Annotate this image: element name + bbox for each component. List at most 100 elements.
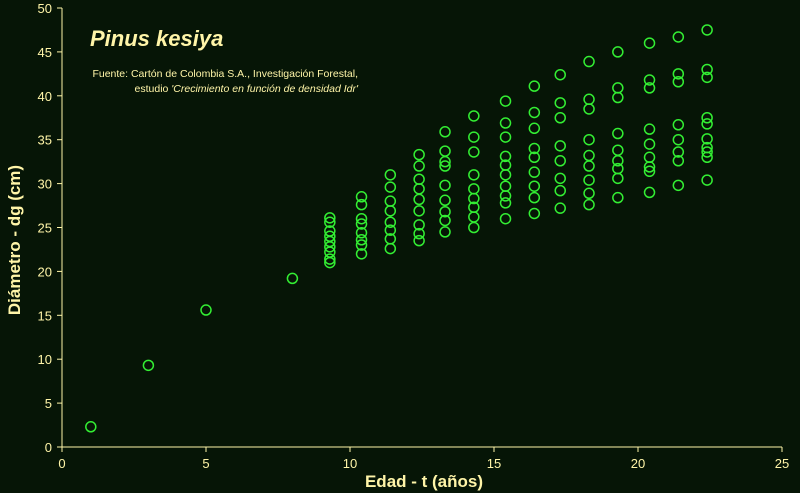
data-point (643, 186, 656, 199)
data-point (643, 37, 656, 49)
data-point (468, 183, 480, 195)
data-point (528, 191, 541, 204)
y-tick-label: 20 (38, 264, 52, 279)
data-point (499, 169, 512, 181)
data-point (324, 253, 336, 265)
y-tick-label: 25 (38, 221, 52, 236)
data-point (701, 63, 713, 76)
source-line-2-italic: 'Crecimiento en función de densidad Idr' (171, 83, 359, 95)
data-point (499, 95, 512, 107)
x-tick-label: 25 (775, 456, 789, 471)
data-point (324, 212, 336, 224)
data-point (499, 190, 512, 202)
data-point (439, 179, 451, 192)
data-point (355, 239, 368, 251)
data-point (439, 205, 451, 218)
data-point (643, 161, 656, 173)
data-point (413, 219, 425, 231)
data-point (612, 91, 624, 104)
data-point (701, 112, 713, 124)
data-point (468, 192, 480, 205)
y-tick-label: 45 (38, 45, 52, 60)
data-points (85, 24, 713, 433)
x-tick-label: 15 (487, 456, 501, 471)
data-point (439, 194, 451, 207)
data-point (583, 198, 595, 211)
data-point (701, 24, 713, 36)
data-point (384, 181, 397, 193)
data-point (643, 123, 656, 135)
data-point (468, 131, 480, 143)
y-tick-label: 35 (38, 133, 52, 148)
data-point (468, 169, 480, 181)
data-point (355, 218, 368, 230)
y-tick-label: 30 (38, 177, 52, 192)
data-point (612, 82, 624, 94)
data-point (643, 74, 656, 86)
data-point (324, 256, 336, 269)
data-point (142, 359, 155, 372)
data-point (413, 227, 425, 240)
x-tick-label: 10 (343, 456, 357, 471)
data-point (583, 149, 595, 162)
data-point (439, 226, 451, 238)
data-point (528, 207, 541, 220)
data-point (355, 212, 368, 225)
data-point (612, 46, 624, 58)
data-point (286, 272, 299, 285)
y-tick-label: 10 (38, 352, 52, 367)
data-point (384, 205, 397, 217)
data-point (643, 82, 656, 94)
source-line-1: Fuente: Cartón de Colombia S.A., Investi… (92, 68, 358, 80)
data-point (439, 126, 451, 138)
data-point (672, 119, 685, 131)
data-point (439, 155, 451, 168)
data-point (499, 212, 512, 225)
data-point (701, 71, 713, 84)
data-point (583, 133, 595, 146)
data-point (583, 160, 595, 172)
data-point (612, 155, 624, 167)
data-point (499, 131, 512, 143)
source-line-2: estudio 'Crecimiento en función de densi… (135, 83, 359, 95)
data-point (554, 202, 566, 214)
chart-title: Pinus kesiya (90, 26, 223, 51)
y-tick-label: 5 (45, 396, 52, 411)
x-tick-label: 0 (58, 456, 65, 471)
data-point (672, 146, 685, 158)
data-point (355, 234, 368, 246)
data-point (612, 191, 624, 204)
data-point (583, 174, 595, 186)
data-point (413, 234, 425, 247)
data-point (672, 68, 685, 80)
y-tick-label: 40 (38, 89, 52, 104)
data-point (583, 55, 595, 68)
axes: 0 5 10 15 20 25 0 5 10 15 20 25 30 35 40 45 50 (38, 1, 790, 471)
data-point (384, 216, 397, 228)
data-point (583, 93, 595, 106)
data-point (672, 155, 685, 167)
data-point (499, 117, 512, 129)
data-point (384, 169, 397, 181)
x-tick-label: 20 (631, 456, 645, 471)
data-point (554, 155, 566, 167)
data-point (528, 106, 541, 119)
data-point (413, 205, 425, 217)
data-point (612, 127, 624, 140)
data-point (701, 146, 713, 158)
data-point (384, 224, 397, 236)
data-point (528, 166, 541, 178)
data-point (554, 97, 566, 109)
data-point (439, 214, 451, 227)
data-point (355, 191, 368, 203)
data-point (439, 145, 451, 157)
data-point (701, 133, 713, 145)
x-axis-label: Edad - t (años) (365, 472, 483, 491)
data-point (701, 118, 713, 130)
data-point (468, 211, 480, 223)
y-tick-label: 50 (38, 1, 52, 16)
data-point (468, 221, 480, 234)
data-point (672, 31, 685, 43)
data-point (85, 421, 97, 433)
data-point (612, 172, 624, 185)
